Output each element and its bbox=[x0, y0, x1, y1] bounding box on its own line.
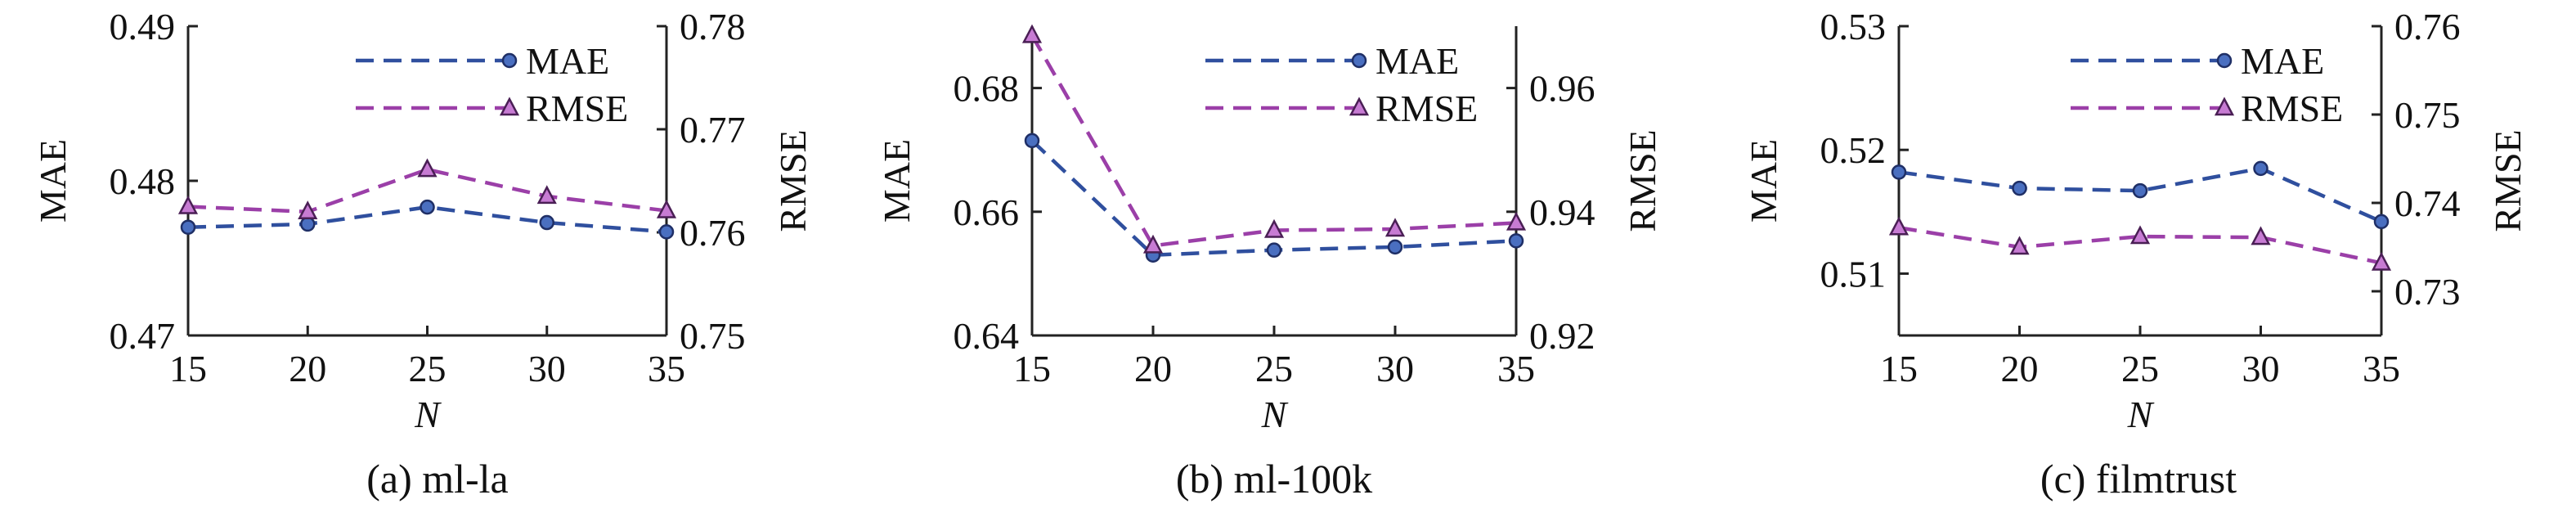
left-y-tick-label: 0.47 bbox=[110, 315, 176, 357]
right-y-tick-label: 0.74 bbox=[2394, 182, 2461, 224]
data-point-mae bbox=[2373, 214, 2390, 230]
data-point-mae bbox=[539, 214, 554, 231]
series-line-mae bbox=[187, 205, 667, 234]
panel-caption: (b) ml-100k bbox=[1176, 456, 1372, 502]
data-point-rmse bbox=[1384, 218, 1406, 237]
right-y-tick-label: 0.96 bbox=[1529, 68, 1595, 110]
data-point-rmse bbox=[2251, 226, 2271, 245]
x-tick-label: 30 bbox=[2242, 348, 2280, 389]
legend-marker-mae bbox=[2216, 52, 2233, 69]
x-tick-label: 35 bbox=[648, 348, 685, 389]
series-line-mae bbox=[1030, 139, 1517, 258]
legend-marker-mae bbox=[501, 52, 518, 69]
legend-label-rmse: RMSE bbox=[1376, 88, 1478, 129]
data-point-mae bbox=[1387, 239, 1403, 255]
data-point-rmse bbox=[2009, 236, 2030, 255]
data-point-mae bbox=[2253, 160, 2269, 177]
data-point-rmse bbox=[2371, 251, 2392, 271]
data-point-rmse bbox=[298, 200, 318, 220]
data-point-mae bbox=[2132, 182, 2148, 199]
left-y-tick-label: 0.64 bbox=[954, 315, 1020, 357]
left-y-tick-label: 0.66 bbox=[954, 191, 1020, 233]
right-y-tick-label: 0.76 bbox=[2394, 6, 2461, 47]
x-tick-label: 35 bbox=[2363, 348, 2400, 389]
x-axis-title: N bbox=[1261, 394, 1289, 435]
data-point-mae bbox=[2012, 180, 2027, 196]
data-point-mae bbox=[420, 199, 435, 215]
data-point-rmse bbox=[1142, 234, 1164, 254]
legend-label-mae: MAE bbox=[1376, 40, 1459, 82]
x-tick-label: 30 bbox=[1376, 348, 1414, 389]
chart-panel-1: 15 20 25 30 35 0.47 0.48 0.49 0.75 0.76 0.77 0.78 MA… bbox=[32, 6, 814, 502]
x-tick-label: 25 bbox=[409, 348, 447, 389]
legend-marker-rmse bbox=[1349, 97, 1370, 116]
data-point-rmse bbox=[1263, 218, 1285, 238]
right-y-tick-label: 0.75 bbox=[2394, 94, 2461, 136]
data-point-mae bbox=[658, 224, 675, 240]
x-tick-label: 25 bbox=[2121, 348, 2159, 389]
legend-label-rmse: RMSE bbox=[526, 88, 628, 129]
chart-panel-2: 15 20 25 30 35 0.64 0.66 0.68 0.92 0.94 0.96 MAE RMS… bbox=[876, 24, 1663, 502]
right-y-axis-title: RMSE bbox=[772, 129, 814, 232]
right-y-tick-label: 0.73 bbox=[2394, 271, 2461, 313]
data-point-mae bbox=[1024, 133, 1040, 149]
data-point-rmse bbox=[417, 158, 438, 178]
left-y-tick-label: 0.49 bbox=[110, 6, 176, 47]
data-point-mae bbox=[1891, 164, 1907, 180]
legend-marker-mae bbox=[1351, 52, 1367, 69]
x-tick-label: 35 bbox=[1497, 348, 1535, 389]
panel-caption: (c) filmtrust bbox=[2040, 456, 2237, 502]
data-point-mae bbox=[180, 219, 196, 235]
chart-panel-3: 15 20 25 30 35 0.51 0.52 0.53 0.73 0.74 0.75 0.76 MA… bbox=[1743, 6, 2529, 502]
panel-caption: (a) ml-la bbox=[366, 456, 509, 502]
legend-marker-rmse bbox=[499, 97, 520, 116]
left-y-tick-label: 0.52 bbox=[1820, 129, 1887, 171]
right-y-axis-title: RMSE bbox=[1622, 129, 1663, 232]
left-y-tick-label: 0.51 bbox=[1820, 253, 1887, 295]
x-axis-title: N bbox=[414, 394, 442, 435]
left-y-axis-title: MAE bbox=[32, 139, 74, 223]
data-point-rmse bbox=[2129, 225, 2151, 245]
left-y-axis-title: MAE bbox=[876, 139, 918, 223]
right-y-tick-label: 0.94 bbox=[1529, 191, 1595, 233]
right-y-tick-label: 0.92 bbox=[1529, 315, 1595, 357]
x-tick-label: 15 bbox=[1880, 348, 1918, 389]
data-point-rmse bbox=[656, 199, 677, 218]
x-tick-label: 15 bbox=[1013, 348, 1051, 389]
legend-marker-rmse bbox=[2214, 97, 2235, 116]
data-point-rmse bbox=[1021, 24, 1043, 43]
x-tick-label: 20 bbox=[289, 348, 326, 389]
x-tick-label: 20 bbox=[2001, 348, 2039, 389]
x-axis-title: N bbox=[2127, 394, 2155, 435]
series-line-rmse bbox=[1898, 226, 2382, 265]
right-y-tick-label: 0.78 bbox=[680, 6, 746, 47]
left-y-tick-label: 0.53 bbox=[1820, 6, 1887, 47]
x-tick-label: 20 bbox=[1134, 348, 1172, 389]
left-y-tick-label: 0.68 bbox=[954, 68, 1020, 110]
data-point-rmse bbox=[1888, 216, 1910, 236]
right-y-tick-label: 0.77 bbox=[680, 109, 746, 151]
x-tick-label: 30 bbox=[528, 348, 566, 389]
x-tick-label: 15 bbox=[169, 348, 207, 389]
right-y-tick-label: 0.76 bbox=[680, 212, 746, 254]
right-y-tick-label: 0.75 bbox=[680, 315, 746, 357]
left-y-axis-title: MAE bbox=[1743, 139, 1784, 223]
legend-label-rmse: RMSE bbox=[2241, 88, 2343, 129]
data-point-rmse bbox=[177, 195, 199, 214]
data-point-mae bbox=[300, 216, 316, 232]
data-point-rmse bbox=[1506, 211, 1527, 231]
legend-label-mae: MAE bbox=[526, 40, 609, 82]
data-point-mae bbox=[1508, 233, 1524, 249]
legend-label-mae: MAE bbox=[2241, 40, 2324, 82]
data-point-mae bbox=[1266, 242, 1282, 258]
x-tick-label: 25 bbox=[1255, 348, 1293, 389]
right-y-axis-title: RMSE bbox=[2487, 129, 2529, 232]
left-y-tick-label: 0.48 bbox=[110, 160, 176, 202]
data-point-rmse bbox=[536, 185, 557, 205]
